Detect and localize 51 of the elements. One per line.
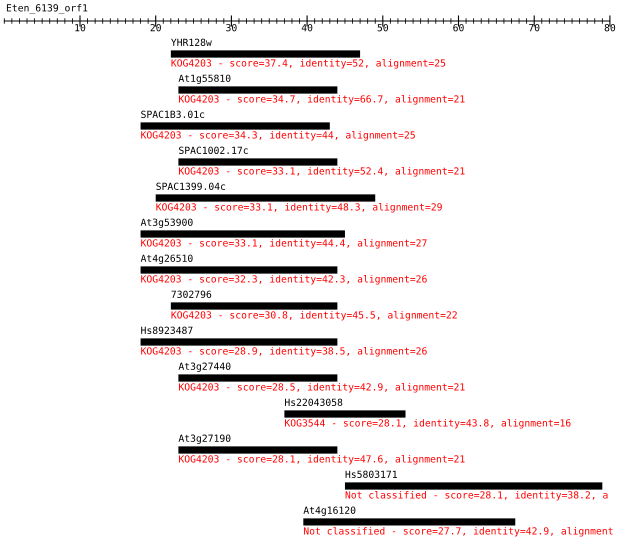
x-tick-label: 50 <box>378 24 388 32</box>
annotation: Not classified - score=28.1, identity=38.2, a <box>346 491 608 500</box>
bar <box>140 230 345 238</box>
annotation: KOG3544 - score=28.1, identity=43.8, alignment=16 <box>285 419 571 429</box>
annotation: KOG4203 - score=30.8, identity=45.5, alignment=22 <box>171 311 457 321</box>
bar <box>140 122 330 130</box>
annotation: Not classified - score=27.7, identity=42.9, alignment <box>304 527 613 537</box>
annotation: KOG4203 - score=28.5, identity=42.9, alignment=21 <box>179 383 465 393</box>
y-tick-label: At1g55810 <box>178 74 230 84</box>
y-tick-label: At3g27440 <box>178 362 230 372</box>
annotation: KOG4203 - score=33.1, identity=48.3, alignment=29 <box>156 203 442 213</box>
y-tick-label: Hs5803171 <box>346 470 397 478</box>
y-tick-label: SPAC1399.04c <box>156 182 226 190</box>
annotation: KOG4203 - score=33.1, identity=44.4, alignment=27 <box>141 239 427 249</box>
y-tick-label: At3g53900 <box>140 218 193 228</box>
x-tick-label: 70 <box>529 24 540 32</box>
annotation: KOG4203 - score=32.3, identity=42.3, alignment=26 <box>141 275 427 285</box>
bar <box>178 446 338 454</box>
bar <box>344 482 602 490</box>
annotation: KOG4203 - score=28.9, identity=38.5, alignment=26 <box>141 347 427 357</box>
bar <box>178 374 338 382</box>
x-tick-label: 60 <box>453 24 464 32</box>
bar <box>140 338 338 346</box>
bar <box>156 194 376 202</box>
bar <box>178 86 338 94</box>
y-tick-label: At4g26510 <box>140 254 193 264</box>
x-tick-label: 80 <box>604 24 616 32</box>
bar <box>170 302 338 310</box>
y-tick-label: At3g27190 <box>178 434 230 444</box>
bar <box>140 266 338 274</box>
bar <box>178 158 338 166</box>
y-tick-label: YHR128w <box>171 38 212 46</box>
chart-title: Eten_6139_orf1 <box>6 4 88 14</box>
bar <box>170 50 360 58</box>
annotation: KOG4203 - score=33.1, identity=52.4, alignment=21 <box>179 167 465 177</box>
y-tick-label: 7302796 <box>172 290 212 298</box>
annotation: KOG4203 - score=28.1, identity=47.6, alignment=21 <box>179 455 465 465</box>
annotation: KOG4203 - score=34.7, identity=66.7, alignment=21 <box>179 95 465 105</box>
x-tick-label: 20 <box>150 24 161 32</box>
bar <box>303 518 516 526</box>
x-tick-label: 30 <box>226 24 237 32</box>
y-tick-label: SPAC1B3.01c <box>141 110 204 118</box>
x-tick-label: 40 <box>302 24 312 32</box>
y-tick-label: Hs22043058 <box>285 398 342 406</box>
y-tick-label: SPAC1002.17c <box>179 146 248 154</box>
annotation: KOG4203 - score=34.3, identity=44, alignment=25 <box>141 131 415 141</box>
y-tick-label: Hs8923487 <box>141 326 193 334</box>
y-tick-label: At4g16120 <box>303 506 356 516</box>
annotation: KOG4203 - score=37.4, identity=52, alignment=25 <box>171 59 446 69</box>
bar <box>284 410 406 418</box>
x-tick-label: 10 <box>75 24 86 32</box>
